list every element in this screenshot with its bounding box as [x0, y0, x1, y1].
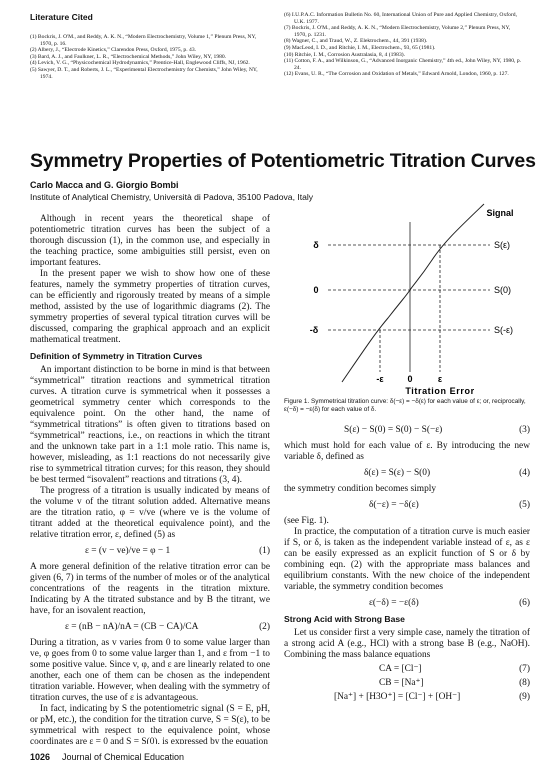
- reference: (11) Cotton, F. A., and Wilkinson, G., “…: [284, 58, 522, 71]
- equation-number: (6): [519, 598, 530, 608]
- equation-number: (4): [519, 468, 530, 478]
- reference: (6) I.U.P.A.C. Information Bulletin No. …: [284, 12, 517, 25]
- equation-text: CB = [Na⁺]: [379, 678, 424, 688]
- x-label: 0: [407, 374, 412, 384]
- section-heading: Literature Cited: [30, 12, 93, 22]
- equation-number: (7): [519, 664, 530, 674]
- paragraph: the symmetry condition becomes simply: [284, 484, 437, 494]
- subheading: Definition of Symmetry in Titration Curv…: [30, 351, 203, 361]
- curve-label: S(-ε): [494, 325, 513, 335]
- equation: S(ε) − S(0) = S(0) − S(−ε) (3): [284, 425, 530, 436]
- equation: δ(−ε) = −δ(ε) (5): [284, 500, 530, 511]
- paragraph: (see Fig. 1).: [284, 516, 329, 526]
- paragraph: In the present paper we wish to show how…: [30, 269, 270, 345]
- curve-label: S(ε): [494, 240, 510, 250]
- paragraph: A more general definition of the relativ…: [30, 562, 270, 616]
- equation: ε = (nB − nA)/nA = (CB − CA)/CA (2): [30, 622, 270, 633]
- equation: CA = [Cl⁻] (7): [284, 664, 530, 675]
- paragraph: In practice, the computation of a titrat…: [284, 527, 530, 592]
- equation-number: (9): [519, 692, 530, 702]
- paragraph: An important distinction to be borne in …: [30, 365, 270, 485]
- left-column: Although in recent years the theoretical…: [30, 214, 270, 744]
- page-number: 1026: [30, 752, 51, 762]
- equation: CB = [Na⁺] (8): [284, 678, 530, 689]
- paragraph: Although in recent years the theoretical…: [30, 214, 270, 268]
- figure-lines: [328, 203, 490, 383]
- y-axis-title: Signal: [486, 208, 513, 218]
- equation-number: (1): [259, 546, 270, 556]
- reference: (5) Sawyer, D. T., and Roberts, J. L., “…: [30, 66, 258, 80]
- reference: (9) MacLeod, I. D., and Ritchie, I. M., …: [284, 44, 436, 51]
- equation-text: CA = [Cl⁻]: [379, 664, 422, 674]
- reference: (3) Bard, A. J., and Faulkner, L. R., “E…: [30, 53, 227, 60]
- equation: ε = (v − ve)/ve = φ − 1 (1): [30, 546, 270, 557]
- equation-text: δ(ε) = S(ε) − S(0): [364, 468, 431, 478]
- equation-number: (2): [259, 622, 270, 632]
- y-label: -δ: [310, 325, 319, 335]
- journal-name: Journal of Chemical Education: [62, 752, 185, 762]
- y-label: 0: [313, 285, 318, 295]
- subheading: Strong Acid with Strong Base: [284, 614, 405, 624]
- paragraph: which must hold for each value of ε. By …: [284, 441, 530, 462]
- reference: (10) Ritchie, I. M., Corrosion Australas…: [284, 51, 406, 58]
- equation-text: ε = (v − ve)/ve = φ − 1: [85, 546, 171, 556]
- x-label: ε: [438, 374, 443, 384]
- equation-text: δ(−ε) = −δ(ε): [369, 500, 419, 510]
- references-left: (1) Bockris, J. O'M., and Reddy, A. K. N…: [30, 34, 268, 80]
- reference: (12) Evans, U. R., “The Corrosion and Ox…: [284, 71, 509, 78]
- equation-number: (3): [519, 425, 530, 435]
- equation-text: [Na⁺] + [H3O⁺] = [Cl⁻] + [OH⁻]: [334, 692, 461, 702]
- paragraph: During a titration, as v varies from 0 t…: [30, 638, 270, 703]
- equation: [Na⁺] + [H3O⁺] = [Cl⁻] + [OH⁻] (9): [284, 692, 530, 703]
- figure: Signal δ 0 -δ S(ε) S(0) S(-ε) -ε 0 ε Tit…: [310, 203, 514, 396]
- equation: ε(−δ) = −ε(δ) (6): [284, 598, 530, 609]
- reference: (4) Levich, V. G., “Physicochemical Hydr…: [30, 60, 250, 67]
- reference: (1) Bockris, J. O'M., and Reddy, A. K. N…: [30, 34, 257, 47]
- right-column: S(ε) − S(0) = S(0) − S(−ε) (3) which must…: [284, 420, 530, 744]
- titration-curve: [341, 203, 485, 383]
- equation-text: ε(−δ) = −ε(δ): [369, 598, 419, 608]
- figure-caption: Figure 1. Symmetrical titration curve: δ…: [284, 398, 526, 413]
- article-title: Symmetry Properties of Potentiometric Ti…: [30, 150, 536, 172]
- authors: Carlo Macca and G. Giorgio Bombi: [30, 180, 179, 190]
- equation-number: (8): [519, 678, 530, 688]
- y-label: δ: [313, 240, 319, 250]
- reference: (2) Albery, J., “Electrode Kinetics,” Cl…: [30, 47, 197, 54]
- x-label: -ε: [376, 374, 384, 384]
- equation-number: (5): [519, 500, 530, 510]
- paragraph: Let us consider first a very simple case…: [284, 628, 530, 660]
- paragraph: In fact, indicating by S the potentiomet…: [30, 704, 270, 744]
- equation: δ(ε) = S(ε) − S(0) (4): [284, 468, 530, 479]
- references-right: (6) I.U.P.A.C. Information Bulletin No. …: [284, 12, 524, 78]
- reference: (8) Wagner, C., and Traud, W., Z. Elektr…: [284, 38, 428, 45]
- curve-label: S(0): [494, 285, 511, 295]
- paragraph: The progress of a titration is usually i…: [30, 486, 270, 540]
- equation-text: ε = (nB − nA)/nA = (CB − CA)/CA: [65, 622, 199, 632]
- x-axis-title: Titration Error: [405, 386, 474, 396]
- equation-text: S(ε) − S(0) = S(0) − S(−ε): [344, 425, 443, 435]
- reference: (7) Bockris, J. O'M., and Reddy, A. K. N…: [284, 25, 511, 38]
- affiliation: Institute of Analytical Chemistry, Unive…: [30, 192, 314, 202]
